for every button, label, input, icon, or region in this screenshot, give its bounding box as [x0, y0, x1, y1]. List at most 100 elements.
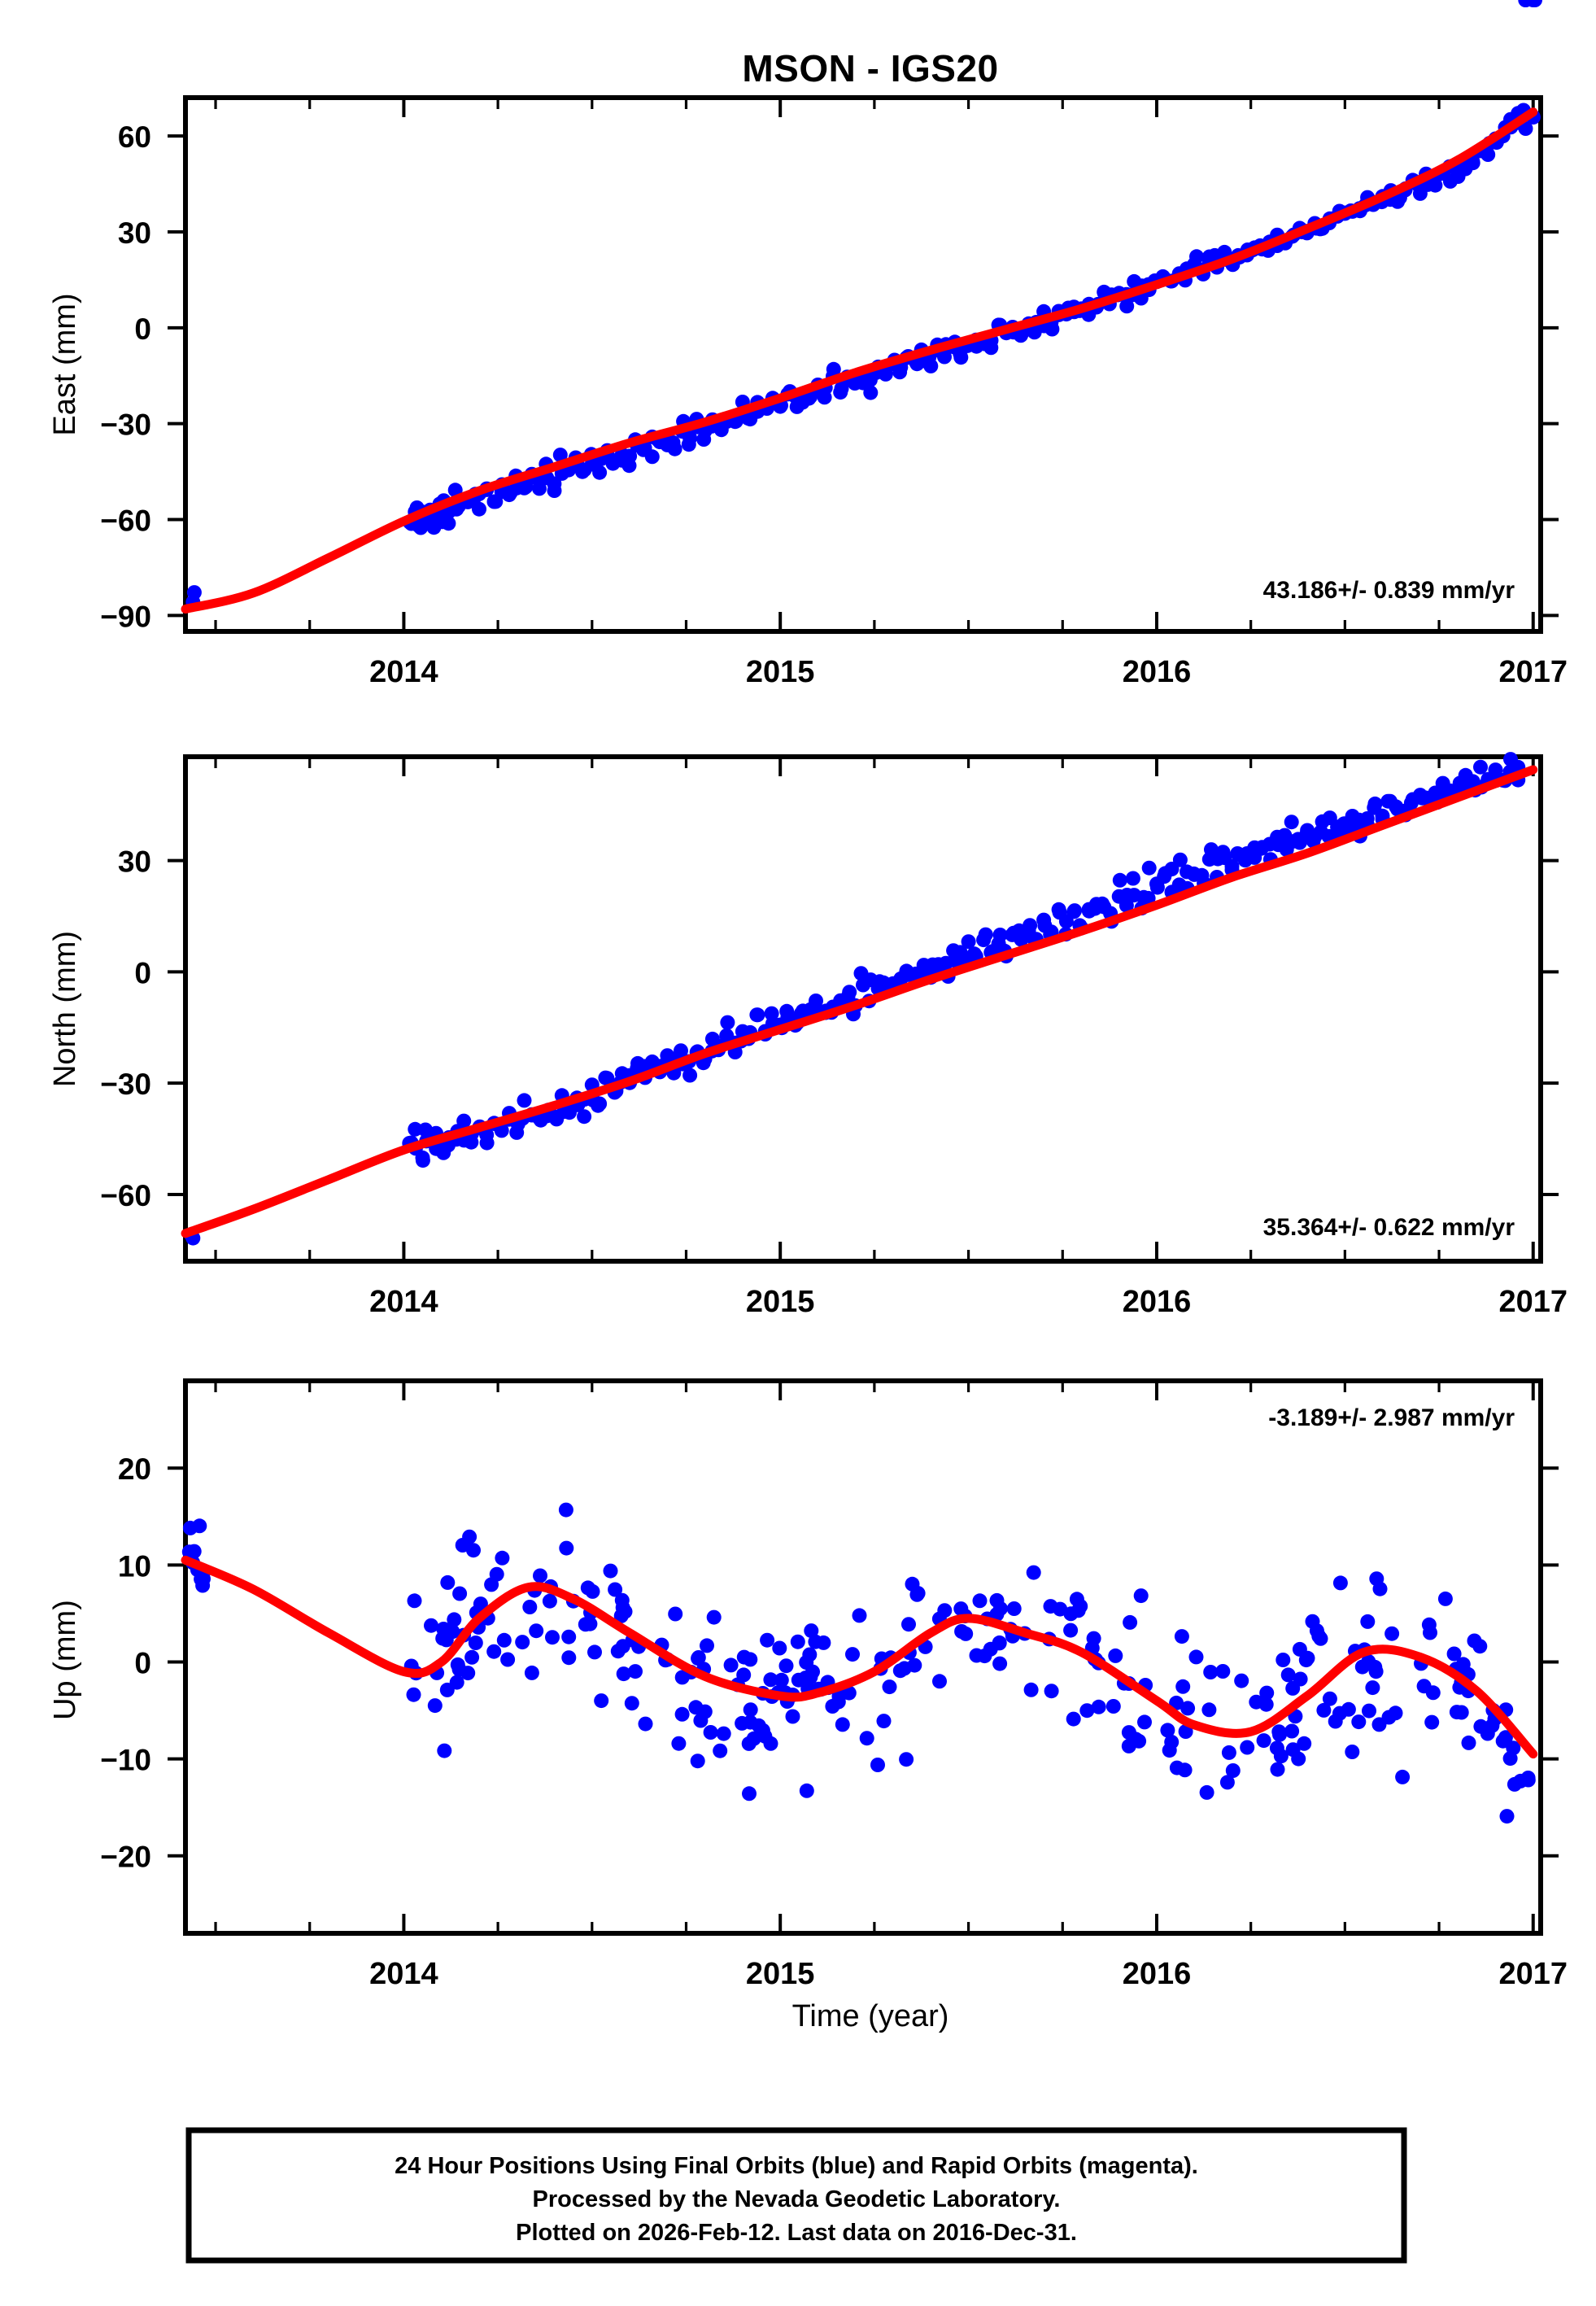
data-point	[1023, 1682, 1039, 1697]
data-point	[561, 1629, 577, 1644]
data-point	[181, 1544, 197, 1560]
data-point	[1026, 1565, 1041, 1580]
data-point	[966, 946, 982, 962]
data-point	[1069, 1592, 1084, 1607]
east-xtick-label: 2015	[746, 655, 815, 689]
data-point	[1332, 1575, 1348, 1591]
data-point	[515, 1635, 530, 1650]
data-point	[561, 1650, 577, 1666]
data-point	[447, 1612, 462, 1627]
data-point	[1091, 1699, 1106, 1714]
east-ytick-label: −30	[100, 408, 151, 442]
data-point	[1280, 1667, 1296, 1683]
data-point	[500, 1652, 516, 1667]
data-point	[798, 1671, 813, 1686]
data-point	[907, 1657, 922, 1673]
data-point	[1361, 1654, 1376, 1669]
north-ytick-label: −60	[100, 1179, 151, 1212]
data-point	[1071, 1603, 1086, 1618]
data-point	[1086, 1631, 1101, 1646]
data-point	[723, 1657, 739, 1673]
data-point	[408, 1121, 423, 1137]
data-point	[1385, 1626, 1400, 1641]
data-point	[764, 1006, 779, 1021]
north-axis-ticks	[168, 757, 1559, 1261]
east-ytick-labels: 60 30 0 −30 −60 −90	[100, 120, 151, 633]
data-point	[186, 585, 202, 601]
data-point	[1119, 898, 1134, 913]
data-point	[802, 1647, 818, 1662]
north-xtick-label: 2015	[746, 1285, 815, 1319]
data-point	[674, 1043, 688, 1059]
east-xtick-label: 2014	[369, 655, 438, 689]
data-point	[804, 1623, 819, 1639]
data-point	[720, 1015, 735, 1030]
data-point	[1372, 1581, 1388, 1596]
data-point	[953, 945, 968, 960]
data-point	[932, 1674, 947, 1689]
data-point	[1132, 1733, 1147, 1749]
data-point	[577, 1109, 592, 1125]
panel-up: 20 10 0 −10 −20 2014 2015 2016 2017 Up (mm) -3.…	[48, 1378, 1568, 1991]
east-axis-ticks	[168, 98, 1559, 631]
data-point	[614, 1592, 630, 1608]
data-point	[1360, 1614, 1376, 1629]
data-point	[1467, 1633, 1482, 1649]
data-point	[445, 1624, 460, 1640]
data-point	[621, 458, 637, 474]
data-point	[690, 1754, 705, 1769]
data-point	[696, 432, 712, 447]
data-point	[603, 1563, 618, 1579]
data-point	[598, 1070, 613, 1085]
data-point	[1520, 1772, 1536, 1788]
data-point	[703, 1725, 718, 1740]
data-point	[1256, 1733, 1271, 1749]
data-point	[1395, 1769, 1411, 1784]
data-point	[1259, 1685, 1275, 1701]
data-point	[608, 1582, 623, 1597]
data-point	[587, 1644, 602, 1660]
data-point	[870, 1758, 885, 1772]
data-point	[496, 1632, 512, 1648]
up-xtick-label: 2015	[746, 1957, 815, 1991]
north-ytick-labels: 30 0 −30 −60	[100, 845, 151, 1212]
data-point	[192, 1518, 207, 1534]
data-point	[1189, 249, 1204, 264]
data-point	[1345, 1745, 1360, 1759]
x-axis-label: Time (year)	[792, 1999, 949, 2033]
data-point	[1160, 1723, 1175, 1738]
data-point	[809, 994, 823, 1008]
data-point	[529, 1623, 544, 1639]
data-point	[479, 1135, 495, 1151]
data-point	[407, 1593, 422, 1609]
data-point	[876, 1714, 892, 1729]
data-point	[859, 1731, 874, 1746]
data-point	[763, 1672, 778, 1688]
data-point	[1234, 1673, 1249, 1688]
east-xtick-labels: 2014 2015 2016 2017	[369, 655, 1568, 689]
data-point	[992, 928, 1008, 942]
data-point	[1215, 1664, 1231, 1679]
data-point	[1225, 1763, 1241, 1778]
data-point	[1066, 1711, 1081, 1727]
data-point	[1006, 1601, 1022, 1616]
data-point	[1332, 1705, 1347, 1721]
data-point	[1284, 815, 1299, 830]
data-point	[1108, 1648, 1123, 1663]
data-point	[1269, 1740, 1284, 1756]
data-point	[1498, 1730, 1513, 1745]
data-point	[406, 1687, 421, 1702]
data-point	[774, 1672, 789, 1688]
data-point	[992, 1656, 1008, 1671]
data-point	[1285, 1742, 1301, 1758]
data-point	[772, 1640, 787, 1656]
data-point	[1368, 1664, 1384, 1679]
data-point	[1284, 1723, 1300, 1739]
data-point	[969, 1648, 984, 1663]
data-point	[1133, 1588, 1149, 1604]
data-point	[736, 1649, 752, 1665]
data-point	[1149, 880, 1165, 895]
data-point	[826, 361, 841, 377]
data-point	[594, 1693, 609, 1709]
